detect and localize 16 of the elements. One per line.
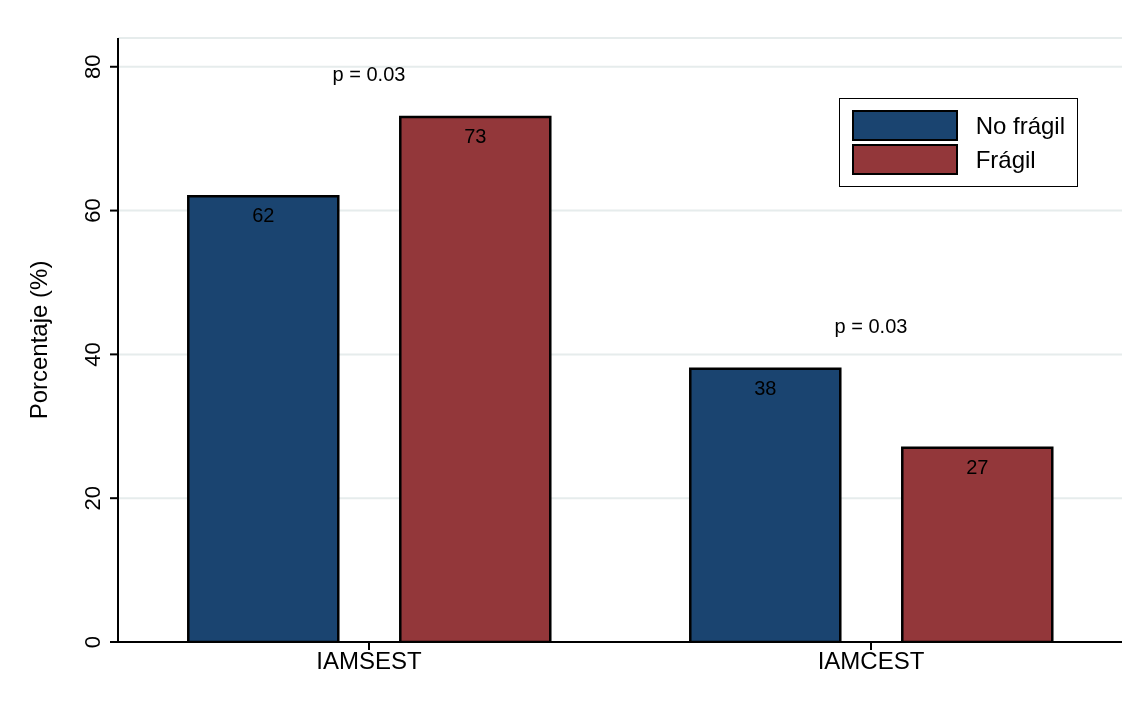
annotation: p = 0.03 xyxy=(332,63,406,86)
data-label: 38 xyxy=(754,376,777,399)
data-label: 27 xyxy=(966,456,989,479)
y-tick-label: 60 xyxy=(80,198,105,223)
legend-label: No frágil xyxy=(975,111,1065,140)
annotation: p = 0.03 xyxy=(834,314,908,337)
y-axis-title: Porcentaje (%) xyxy=(24,260,52,420)
y-tick-label: 40 xyxy=(80,342,105,367)
data-label: 73 xyxy=(464,125,487,148)
data-label: 62 xyxy=(252,204,275,227)
x-tick-label: IAMCEST xyxy=(817,647,925,675)
y-tick-label: 20 xyxy=(80,485,105,511)
y-tick-label: 80 xyxy=(80,54,105,79)
x-tick-label: IAMSEST xyxy=(316,647,423,675)
legend-label: Frágil xyxy=(975,145,1036,174)
y-tick-label: 0 xyxy=(80,635,105,649)
